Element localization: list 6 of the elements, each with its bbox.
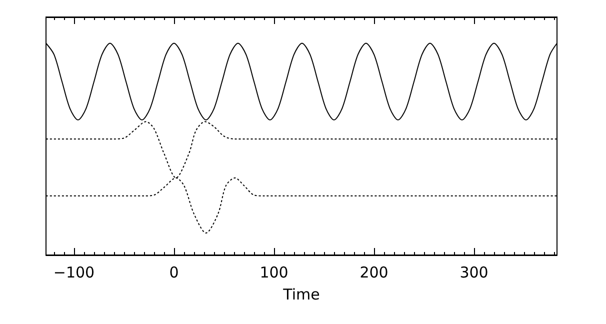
x-axis-title: Time (282, 286, 320, 304)
x-tick-label: 200 (360, 264, 388, 282)
x-tick-label: 100 (260, 264, 288, 282)
x-tick-label: −100 (53, 264, 95, 282)
x-tick-label: 300 (460, 264, 488, 282)
x-tick-label: 0 (169, 264, 179, 282)
